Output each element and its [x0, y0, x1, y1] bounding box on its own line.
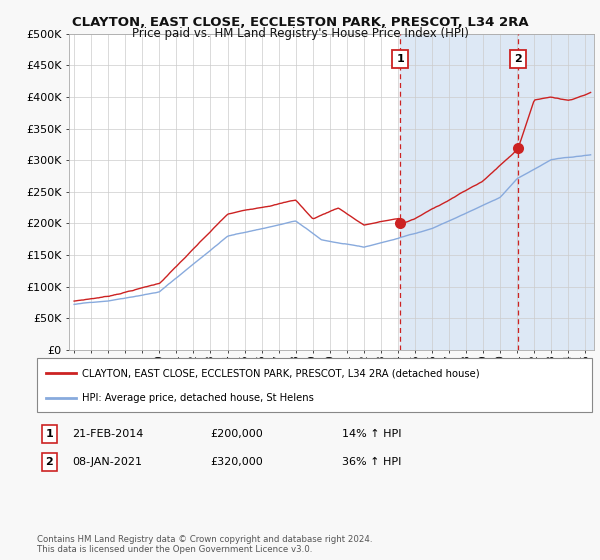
Bar [400, 34, 600, 350]
Text: Price paid vs. HM Land Registry's House Price Index (HPI): Price paid vs. HM Land Registry's House … [131, 27, 469, 40]
Text: CLAYTON, EAST CLOSE, ECCLESTON PARK, PRESCOT, L34 2RA: CLAYTON, EAST CLOSE, ECCLESTON PARK, PRE… [71, 16, 529, 29]
Text: Contains HM Land Registry data © Crown copyright and database right 2024.
This d: Contains HM Land Registry data © Crown c… [37, 535, 373, 554]
Text: £200,000: £200,000 [210, 429, 263, 439]
Text: 2: 2 [46, 457, 53, 467]
Text: 1: 1 [46, 429, 53, 439]
Text: 08-JAN-2021: 08-JAN-2021 [72, 457, 142, 467]
Text: 1: 1 [397, 54, 404, 64]
Text: HPI: Average price, detached house, St Helens: HPI: Average price, detached house, St H… [82, 393, 314, 403]
Text: 36% ↑ HPI: 36% ↑ HPI [342, 457, 401, 467]
Text: CLAYTON, EAST CLOSE, ECCLESTON PARK, PRESCOT, L34 2RA (detached house): CLAYTON, EAST CLOSE, ECCLESTON PARK, PRE… [82, 368, 480, 379]
Text: £320,000: £320,000 [210, 457, 263, 467]
Text: 14% ↑ HPI: 14% ↑ HPI [342, 429, 401, 439]
Text: 21-FEB-2014: 21-FEB-2014 [72, 429, 143, 439]
Text: 2: 2 [514, 54, 521, 64]
